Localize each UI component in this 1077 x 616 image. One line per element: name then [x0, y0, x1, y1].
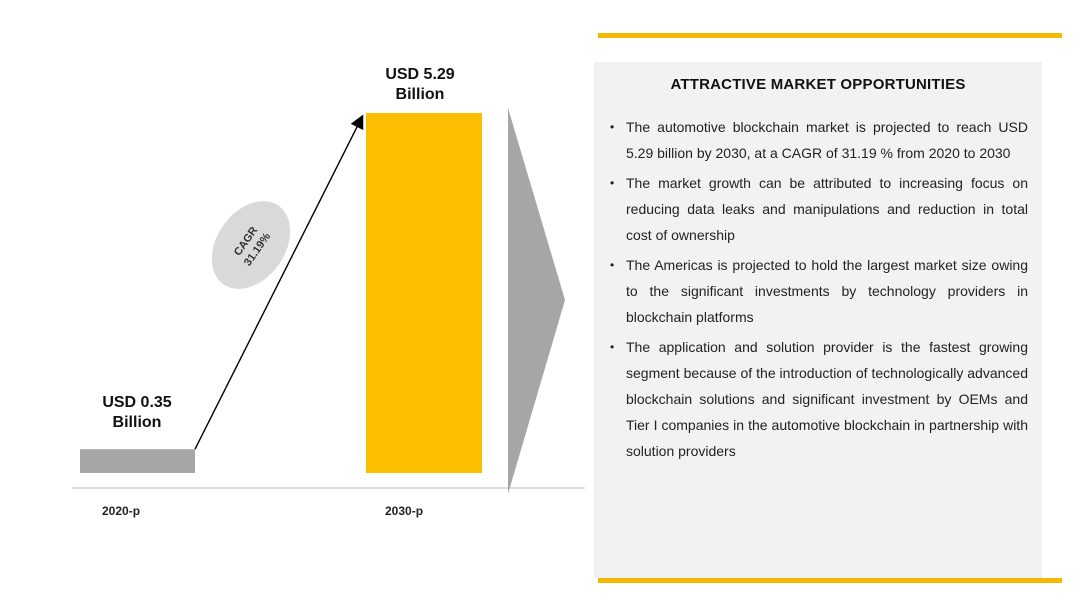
bullet-item: • The Americas is projected to hold the l… — [608, 252, 1028, 330]
panel-bottom-rule — [598, 578, 1062, 583]
value-label-2030-p: USD 5.29 Billion — [360, 65, 480, 105]
x-tick-2030-p: 2030-p — [385, 504, 424, 518]
transition-chevron — [508, 108, 565, 494]
opportunities-panel: ATTRACTIVE MARKET OPPORTUNITIES • The aut… — [594, 62, 1042, 578]
value-label-2020-p: USD 0.35 Billion — [82, 393, 192, 433]
value-label-2030-p-amount: USD 5.29 — [385, 66, 455, 83]
chart-area: CAGR 31.19% USD 0.35 Billion USD 5.29 Bi… — [72, 65, 585, 518]
growth-arrow — [194, 114, 364, 450]
bar-2030-p — [366, 113, 482, 473]
cagr-badge: CAGR 31.19% — [211, 201, 291, 289]
value-label-2020-p-unit: Billion — [112, 414, 162, 431]
panel-top-rule — [598, 33, 1062, 38]
x-tick-2020-p: 2020-p — [102, 504, 141, 518]
bullet-dot: • — [610, 120, 615, 134]
value-label-2020-p-amount: USD 0.35 — [102, 394, 172, 411]
bullet-dot: • — [610, 258, 615, 272]
bullet-item: • The application and solution provider i… — [608, 334, 1028, 464]
bullet-text: The market growth can be attributed to i… — [626, 175, 1028, 243]
bullet-dot: • — [610, 176, 615, 190]
bullet-text: The application and solution provider is… — [626, 339, 1028, 459]
chart-svg: CAGR 31.19% — [72, 108, 585, 494]
bullet-item: • The market growth can be attributed to … — [608, 170, 1028, 248]
bullet-dot: • — [610, 340, 615, 354]
bar-2020-p — [80, 449, 195, 473]
bullet-list: • The automotive blockchain market is pro… — [608, 114, 1028, 468]
value-label-2030-p-unit: Billion — [395, 86, 445, 103]
bullet-text: The automotive blockchain market is proj… — [626, 119, 1028, 161]
panel-title: ATTRACTIVE MARKET OPPORTUNITIES — [670, 76, 966, 93]
bullet-text: The Americas is projected to hold the la… — [626, 257, 1028, 325]
bullet-item: • The automotive blockchain market is pro… — [608, 114, 1028, 166]
